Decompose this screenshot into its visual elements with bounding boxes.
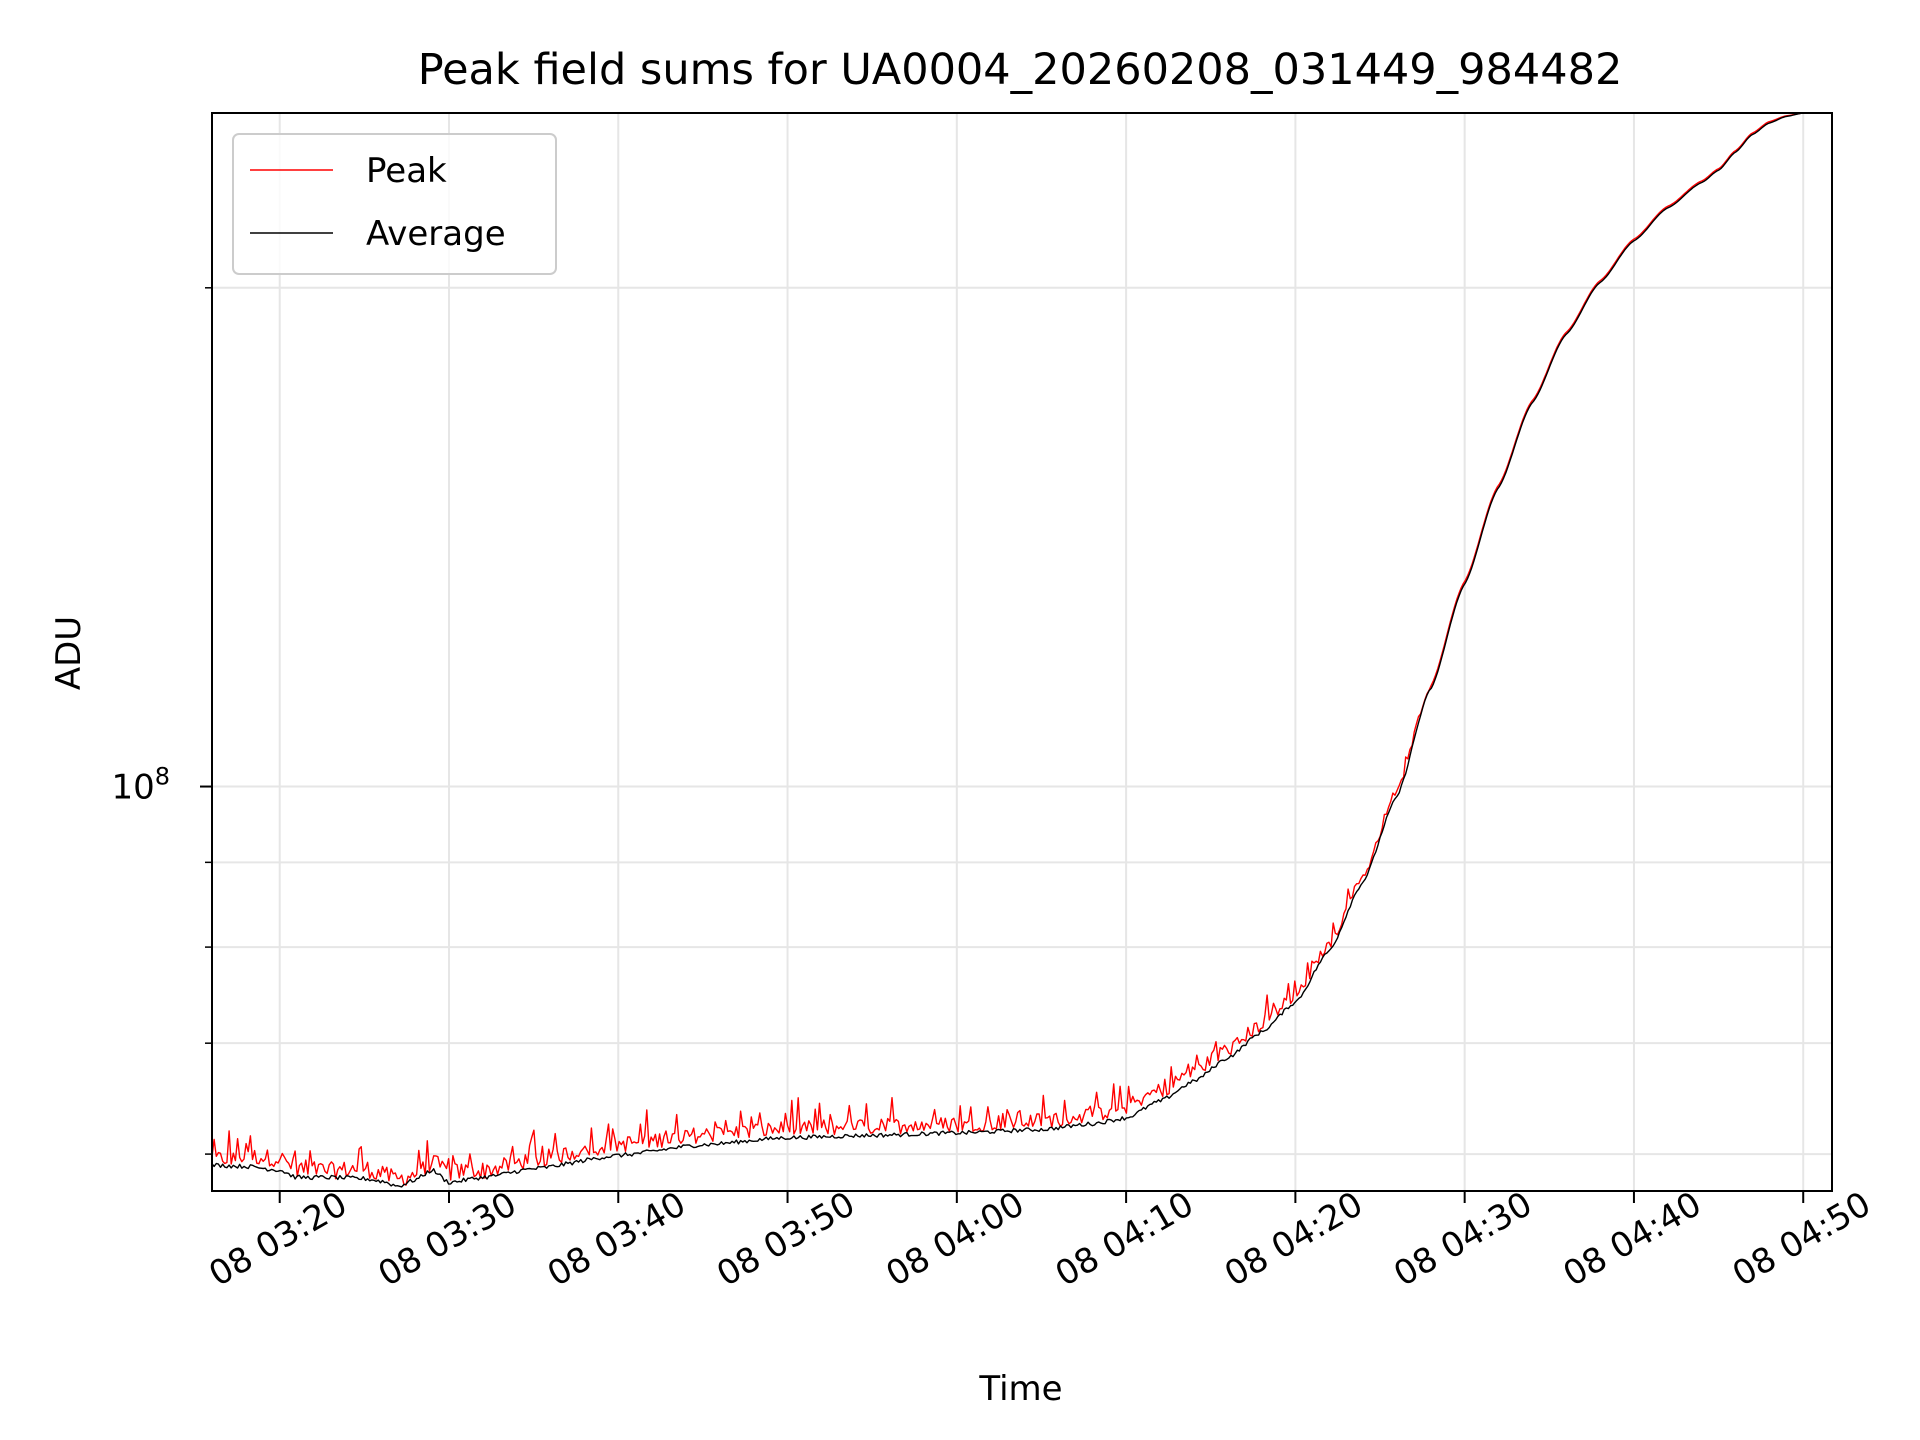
plot-area: [211, 112, 1833, 1192]
plot-frame: [211, 112, 1833, 1192]
series-group: [211, 112, 1832, 1188]
legend-average-label: Average: [366, 214, 506, 254]
y-axis: 108 ADU: [49, 287, 212, 1155]
y-major-ticks: 108: [111, 763, 212, 808]
legend-box: [232, 133, 557, 275]
series-line-average: [211, 112, 1832, 1188]
y-tick-label-0: 108: [111, 763, 170, 808]
y-axis-label: ADU: [49, 616, 89, 690]
legend: Peak Average: [232, 133, 557, 275]
y-minor-ticks: [205, 287, 212, 1155]
series-line-peak: [211, 112, 1832, 1186]
chart-title: Peak field sums for UA0004_20260208_0314…: [418, 45, 1623, 95]
grid: [212, 113, 1832, 1191]
x-axis-label: Time: [978, 1369, 1062, 1409]
legend-peak-label: Peak: [366, 151, 447, 191]
